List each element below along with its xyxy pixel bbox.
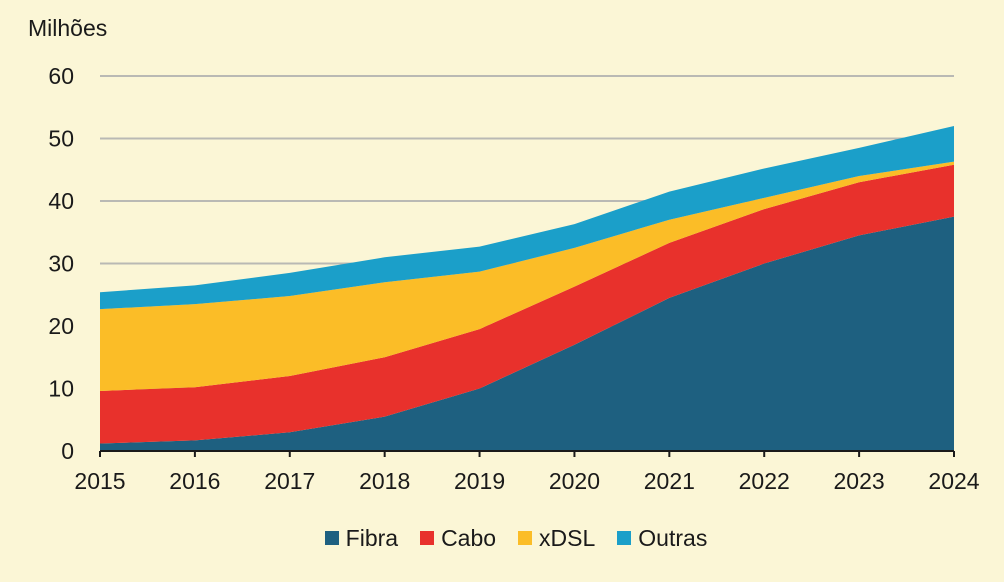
area-fibra bbox=[100, 216, 954, 451]
x-tick-label: 2015 bbox=[74, 468, 125, 494]
y-tick-label: 0 bbox=[61, 438, 74, 464]
y-axis-title: Milhões bbox=[28, 15, 107, 41]
y-tick-label: 50 bbox=[48, 126, 74, 152]
legend-label: Cabo bbox=[441, 524, 497, 551]
x-tick-label: 2020 bbox=[549, 468, 600, 494]
x-tick-label: 2022 bbox=[739, 468, 790, 494]
x-tick-label: 2023 bbox=[834, 468, 885, 494]
y-tick-label: 30 bbox=[48, 251, 74, 277]
legend-item-xdsl: xDSL bbox=[518, 525, 595, 552]
legend-swatch bbox=[420, 531, 435, 545]
area-series-group bbox=[100, 126, 954, 451]
legend-swatch bbox=[324, 531, 339, 545]
axes: 0 10 20 30 40 50 60 2015 2016 2017 2018 2019 2020 202… bbox=[48, 63, 979, 494]
legend-item-cabo: Cabo bbox=[420, 525, 496, 552]
x-tick-label: 2016 bbox=[169, 468, 220, 494]
legend-label: Outras bbox=[638, 524, 708, 551]
legend-item-outras: Outras bbox=[617, 525, 707, 552]
x-tick-label: 2021 bbox=[644, 468, 695, 494]
legend-label: Fibra bbox=[345, 524, 399, 551]
area-outras bbox=[100, 126, 954, 310]
legend-label: xDSL bbox=[539, 524, 596, 551]
x-tick-label: 2017 bbox=[264, 468, 315, 494]
x-tick-label: 2024 bbox=[928, 468, 979, 494]
y-tick-label: 60 bbox=[48, 63, 74, 89]
y-tick-label: 40 bbox=[48, 188, 74, 214]
legend-swatch bbox=[518, 531, 533, 545]
x-tick-label: 2018 bbox=[359, 468, 410, 494]
legend: Fibra Cabo xDSL Outras bbox=[0, 520, 1004, 556]
x-tick-label: 2019 bbox=[454, 468, 505, 494]
y-tick-label: 10 bbox=[48, 376, 74, 402]
area-cabo bbox=[100, 164, 954, 444]
area-xdsl bbox=[100, 161, 954, 391]
y-tick-label: 20 bbox=[48, 313, 74, 339]
legend-item-fibra: Fibra bbox=[324, 524, 399, 552]
legend-swatch bbox=[617, 531, 632, 545]
